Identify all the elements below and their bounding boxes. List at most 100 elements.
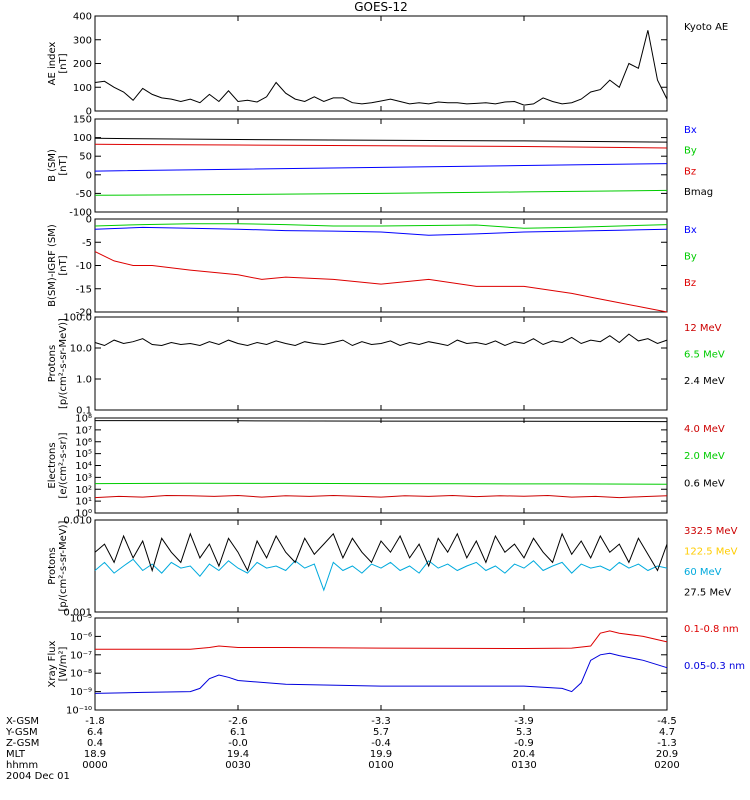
- x-axis-value: -0.4: [371, 738, 391, 749]
- x-axis-value: 20.4: [513, 749, 535, 760]
- y-tick-label: -15: [76, 284, 92, 295]
- panel-frame: [94, 417, 668, 514]
- x-axis-value: 0000: [82, 760, 107, 771]
- y-tick-label: 100: [73, 133, 92, 144]
- y-tick-label: 10⁷: [75, 425, 92, 436]
- panel-frame: [94, 617, 668, 711]
- plot-title: GOES-12: [354, 0, 408, 14]
- legend-entry: 12 MeV: [684, 323, 722, 334]
- y-tick-label: -5: [82, 238, 92, 249]
- legend-entry: By: [684, 146, 697, 157]
- panel-frame: [94, 118, 668, 213]
- x-axis-value: 19.9: [370, 749, 392, 760]
- x-axis-value: -1.8: [85, 716, 105, 727]
- y-tick-label: 0.010: [63, 516, 92, 527]
- x-axis-value: -3.9: [514, 716, 534, 727]
- x-axis-value: -0.0: [228, 738, 248, 749]
- legend-entry: 27.5 MeV: [684, 587, 731, 598]
- y-tick-label: 100.0: [63, 313, 92, 324]
- x-axis-value: -2.6: [228, 716, 248, 727]
- legend-entry: 0.6 MeV: [684, 478, 725, 489]
- y-tick-label: 1.0: [76, 375, 92, 386]
- x-axis-value: 4.7: [659, 727, 675, 738]
- y-axis-title: Electrons: [47, 442, 58, 488]
- y-axis-title: Protons: [47, 345, 58, 382]
- y-tick-label: 400: [73, 12, 92, 23]
- legend-entry: Kyoto AE: [684, 22, 728, 33]
- y-tick-label: 10⁰: [75, 509, 92, 520]
- x-axis-row-label: X-GSM: [6, 716, 39, 727]
- x-axis-value: 18.9: [84, 749, 106, 760]
- series-line-5-3: [94, 532, 668, 573]
- y-axis-title: [nT]: [58, 255, 69, 275]
- series-line-1-2: [94, 143, 668, 149]
- y-tick-label: -50: [76, 189, 92, 200]
- legend-entry: Bx: [684, 125, 697, 136]
- y-tick-label: 0: [86, 170, 92, 181]
- x-axis-value: 6.1: [230, 727, 246, 738]
- y-axis-title: [p/(cm²-s-sr-MeV)]: [58, 318, 69, 409]
- y-tick-label: 10³: [75, 473, 92, 484]
- series-line-5-2: [94, 558, 668, 592]
- panel-frame: [94, 15, 668, 112]
- x-axis-value: 5.3: [516, 727, 532, 738]
- y-tick-label: 10⁸: [75, 414, 92, 425]
- y-tick-label: -20: [76, 308, 92, 319]
- y-axis-title: B (SM): [47, 149, 58, 182]
- x-axis-value: 20.9: [656, 749, 678, 760]
- y-tick-label: 0: [86, 107, 92, 118]
- y-axis-title: [W/m²]: [58, 646, 69, 681]
- x-axis-row-label: Y-GSM: [5, 727, 38, 738]
- legend-entry: 4.0 MeV: [684, 424, 725, 435]
- y-tick-label: 10.0: [70, 344, 92, 355]
- x-axis-value: 0130: [511, 760, 536, 771]
- y-tick-label: 10⁻⁸: [70, 669, 92, 680]
- legend-entry: Bx: [684, 225, 697, 236]
- series-line-3-2: [94, 333, 668, 347]
- series-line-4-0: [94, 494, 668, 499]
- y-tick-label: 150: [73, 115, 92, 126]
- series-line-4-2: [94, 420, 668, 423]
- series-line-2-1: [94, 223, 668, 229]
- y-tick-label: -10: [76, 261, 92, 272]
- y-tick-label: 50: [79, 152, 92, 163]
- legend-entry: 332.5 MeV: [684, 526, 738, 537]
- legend-entry: Bmag: [684, 187, 713, 198]
- x-axis-value: 0.4: [87, 738, 103, 749]
- series-line-2-0: [94, 226, 668, 236]
- y-tick-label: 10⁻⁹: [70, 687, 92, 698]
- x-axis-value: -4.5: [657, 716, 677, 727]
- y-tick-label: 300: [73, 35, 92, 46]
- y-tick-label: 10⁵: [75, 449, 92, 460]
- y-tick-label: 10¹: [75, 497, 92, 508]
- x-axis-row-label: MLT: [6, 749, 26, 760]
- panel-frame: [94, 316, 668, 411]
- y-tick-label: 10⁻⁷: [70, 650, 92, 661]
- y-tick-label: 100: [73, 83, 92, 94]
- legend-entry: 60 MeV: [684, 567, 722, 578]
- legend-entry: 0.05-0.3 nm: [684, 661, 745, 672]
- series-line-0-0: [94, 30, 668, 106]
- y-axis-title: AE index: [47, 42, 58, 86]
- legend-entry: 2.4 MeV: [684, 376, 725, 387]
- y-axis-title: [p/(cm²-s-sr-MeV)]: [58, 520, 69, 611]
- series-line-2-2: [94, 251, 668, 313]
- y-tick-label: 200: [73, 59, 92, 70]
- legend-entry: By: [684, 252, 697, 263]
- series-line-1-3: [94, 137, 668, 143]
- legend-entry: Bz: [684, 166, 696, 177]
- x-axis-value: 6.4: [87, 727, 103, 738]
- series-line-6-0: [95, 630, 668, 650]
- y-tick-label: 10⁻⁶: [70, 632, 92, 643]
- series-line-1-1: [94, 189, 668, 196]
- series-line-4-1: [94, 482, 668, 485]
- legend-entry: Bz: [684, 278, 696, 289]
- y-tick-label: 0: [86, 215, 92, 226]
- y-tick-label: 10²: [75, 485, 92, 496]
- x-axis-value: 5.7: [373, 727, 389, 738]
- y-tick-label: 10⁻⁵: [70, 614, 92, 625]
- y-tick-label: 10⁴: [75, 461, 92, 472]
- legend-entry: 122.5 MeV: [684, 546, 738, 557]
- x-axis-value: -1.3: [657, 738, 677, 749]
